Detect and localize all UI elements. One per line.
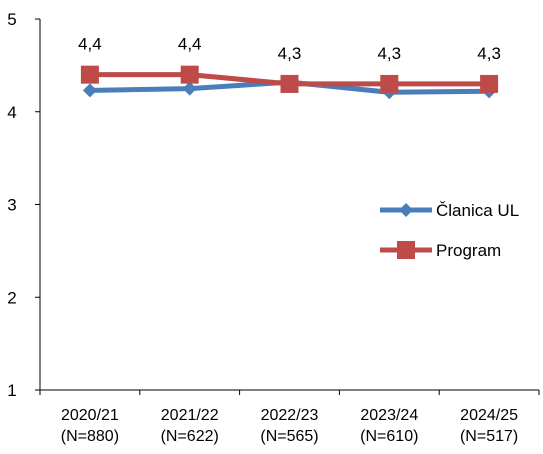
data-label: 4,3 <box>477 44 501 63</box>
legend-marker-diamond <box>399 203 413 217</box>
x-tick-label-line: (N=622) <box>161 428 219 445</box>
x-tick-label-line: 2021/22 <box>161 407 219 424</box>
x-tick-label-line: (N=565) <box>260 428 318 445</box>
legend-label-1: Članica UL <box>436 201 519 220</box>
series-lines <box>80 65 499 100</box>
data-point-diamond <box>182 81 197 96</box>
data-point-diamond <box>82 83 97 98</box>
data-point-square <box>380 74 399 93</box>
data-labels: 4,4 4,4 4,3 4,3 4,3 <box>78 35 501 63</box>
y-tick-label: 4 <box>7 103 16 122</box>
x-tick-label: 2020/21 (N=880) <box>61 407 119 445</box>
data-label: 4,4 <box>78 35 102 54</box>
x-tick-label-line: (N=610) <box>360 428 418 445</box>
data-point-square <box>280 74 299 93</box>
y-tick-label: 5 <box>7 10 16 29</box>
data-label: 4,3 <box>377 44 401 63</box>
data-label: 4,3 <box>278 44 302 63</box>
data-point-square <box>80 65 99 84</box>
x-tick-label: 2024/25 (N=517) <box>460 407 518 445</box>
data-label: 4,4 <box>178 35 202 54</box>
data-point-square <box>180 65 199 84</box>
y-tick-label: 3 <box>7 196 16 215</box>
x-tick-label: 2023/24 (N=610) <box>360 407 418 445</box>
x-tick-labels: 2020/21 (N=880) 2021/22 (N=622) 2022/23 (N=56… <box>39 390 540 445</box>
y-tick-label: 2 <box>7 288 16 307</box>
x-tick-label-line: 2020/21 <box>61 407 119 424</box>
data-point-square <box>480 74 499 93</box>
x-tick-label-line: 2022/23 <box>261 407 319 424</box>
legend-label-2: Program <box>436 241 501 260</box>
x-tick-label: 2022/23 (N=565) <box>260 407 318 445</box>
x-tick-label-line: 2024/25 <box>460 407 518 424</box>
y-tick-label: 1 <box>7 381 16 400</box>
legend-marker-square <box>397 241 415 259</box>
y-tick-labels: 1 2 3 4 5 <box>7 10 40 400</box>
legend: Članica UL Program <box>380 201 519 260</box>
x-tick-label-line: (N=880) <box>61 428 119 445</box>
x-tick-label: 2021/22 (N=622) <box>161 407 219 445</box>
x-tick-label-line: 2023/24 <box>360 407 418 424</box>
x-tick-label-line: (N=517) <box>460 428 518 445</box>
